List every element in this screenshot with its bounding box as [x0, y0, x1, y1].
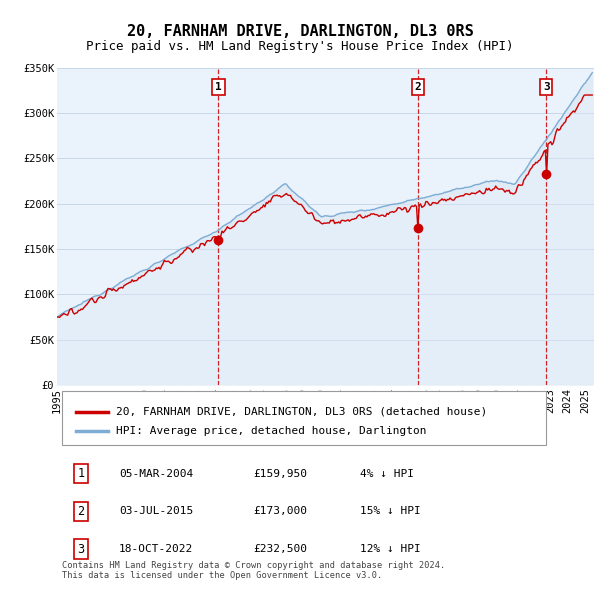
Text: Price paid vs. HM Land Registry's House Price Index (HPI): Price paid vs. HM Land Registry's House … [86, 40, 514, 53]
Text: 15% ↓ HPI: 15% ↓ HPI [361, 506, 421, 516]
Text: HPI: Average price, detached house, Darlington: HPI: Average price, detached house, Darl… [116, 426, 427, 436]
Text: 3: 3 [77, 543, 85, 556]
FancyBboxPatch shape [62, 391, 545, 445]
Text: 18-OCT-2022: 18-OCT-2022 [119, 544, 193, 554]
Text: 3: 3 [543, 82, 550, 92]
Text: 2: 2 [415, 82, 421, 92]
Text: 4% ↓ HPI: 4% ↓ HPI [361, 468, 415, 478]
Text: 05-MAR-2004: 05-MAR-2004 [119, 468, 193, 478]
Text: 12% ↓ HPI: 12% ↓ HPI [361, 544, 421, 554]
Text: 1: 1 [215, 82, 222, 92]
Text: £159,950: £159,950 [253, 468, 307, 478]
Text: £173,000: £173,000 [253, 506, 307, 516]
Text: 20, FARNHAM DRIVE, DARLINGTON, DL3 0RS (detached house): 20, FARNHAM DRIVE, DARLINGTON, DL3 0RS (… [116, 407, 487, 417]
Text: £232,500: £232,500 [253, 544, 307, 554]
Text: 1: 1 [77, 467, 85, 480]
Text: 03-JUL-2015: 03-JUL-2015 [119, 506, 193, 516]
Text: 2: 2 [77, 505, 85, 518]
Text: 20, FARNHAM DRIVE, DARLINGTON, DL3 0RS: 20, FARNHAM DRIVE, DARLINGTON, DL3 0RS [127, 24, 473, 38]
Text: Contains HM Land Registry data © Crown copyright and database right 2024.
This d: Contains HM Land Registry data © Crown c… [62, 560, 446, 580]
